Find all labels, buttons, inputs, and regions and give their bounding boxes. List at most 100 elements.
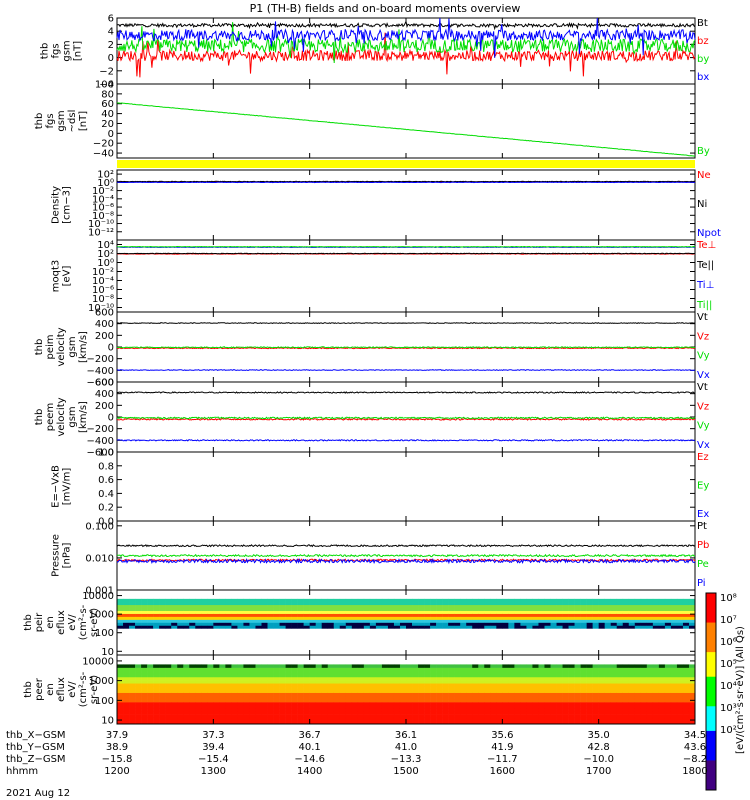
spectrogram-cell bbox=[285, 676, 292, 681]
spectrogram-cell bbox=[436, 610, 443, 614]
spectrogram-cell bbox=[652, 692, 660, 697]
spectrogram-cell bbox=[496, 686, 503, 690]
spectrogram-cell bbox=[249, 616, 256, 620]
spectrogram-cell bbox=[532, 720, 539, 725]
spectrogram-cell bbox=[153, 692, 160, 697]
spectrogram-cell bbox=[682, 717, 690, 722]
spectrogram-cell bbox=[141, 683, 148, 687]
spectrogram-cell bbox=[568, 711, 575, 715]
spectrogram-cell bbox=[399, 673, 407, 678]
spectrogram-cell bbox=[418, 720, 425, 725]
spectrogram-cell bbox=[225, 613, 232, 617]
spectrogram-cell bbox=[243, 689, 250, 693]
spectrogram-cell bbox=[159, 714, 166, 719]
spectrogram-cell bbox=[610, 613, 618, 617]
spectrogram-cell bbox=[147, 619, 154, 623]
spectrogram-cell bbox=[418, 711, 425, 715]
spectrogram-cell bbox=[189, 714, 196, 719]
spectrogram-cell bbox=[418, 664, 425, 668]
spectrogram-cell bbox=[652, 670, 660, 675]
colorbar-cell bbox=[706, 716, 716, 722]
spectrogram-cell bbox=[159, 686, 166, 690]
spectrogram-cell bbox=[393, 708, 401, 712]
spectrogram-cell bbox=[496, 619, 503, 623]
spectrogram-cell bbox=[135, 670, 142, 675]
spectrogram-cell bbox=[393, 686, 401, 690]
spectrogram-cell bbox=[598, 711, 605, 715]
spectrogram-cell bbox=[646, 689, 654, 693]
spectrogram-cell bbox=[688, 598, 696, 603]
spectrogram-cell bbox=[676, 676, 684, 681]
spectrogram-cell bbox=[333, 664, 341, 668]
spectrogram-cell bbox=[652, 667, 660, 671]
spectrogram-cell bbox=[688, 619, 696, 623]
spectrogram-cell bbox=[682, 714, 690, 719]
spectrogram-cell bbox=[219, 705, 226, 709]
spectrogram-cell bbox=[129, 667, 136, 671]
spectrogram-cell bbox=[592, 598, 599, 603]
spectrogram-cell bbox=[418, 676, 425, 681]
spectrogram-cell bbox=[321, 680, 329, 684]
spectrogram-cell bbox=[189, 616, 196, 620]
spectrogram-cell bbox=[532, 664, 539, 668]
spectrogram-cell bbox=[279, 698, 286, 703]
spectrogram-cell bbox=[333, 720, 341, 725]
spectrogram-cell bbox=[129, 689, 136, 693]
spectrogram-cell bbox=[177, 625, 184, 629]
spectrogram-cell bbox=[670, 676, 678, 681]
y-tick-label: 0.100 bbox=[85, 521, 114, 532]
spectrogram-cell bbox=[339, 598, 347, 603]
spectrogram-cell bbox=[375, 689, 383, 693]
spectrogram-cell bbox=[387, 607, 395, 611]
spectrogram-cell bbox=[219, 720, 226, 725]
spectrogram-cell bbox=[652, 613, 660, 617]
spectrogram-cell bbox=[616, 670, 624, 675]
spectrogram-cell bbox=[688, 676, 696, 681]
spectrogram-cell bbox=[309, 695, 316, 700]
spectrogram-cell bbox=[406, 689, 413, 693]
spectrogram-cell bbox=[538, 702, 545, 706]
spectrogram-cell bbox=[291, 708, 298, 712]
spectrogram-cell bbox=[339, 698, 347, 703]
spectrogram-cell bbox=[297, 705, 304, 709]
spectrogram-cell bbox=[153, 695, 160, 700]
spectrogram-cell bbox=[201, 711, 208, 715]
spectrogram-cell bbox=[424, 717, 431, 722]
spectrogram-cell bbox=[183, 625, 190, 629]
spectrogram-cell bbox=[568, 705, 575, 709]
panel-frame bbox=[116, 17, 696, 85]
spectrogram-cell bbox=[460, 720, 467, 725]
spectrogram-cell bbox=[141, 702, 148, 706]
spectrogram-cell bbox=[616, 673, 624, 678]
spectrogram-cell bbox=[490, 686, 497, 690]
spectrogram-cell bbox=[225, 607, 232, 611]
spectrogram-cell bbox=[418, 667, 425, 671]
spectrogram-cell bbox=[586, 683, 593, 687]
spectrogram-cell bbox=[454, 698, 461, 703]
spectrogram-cell bbox=[640, 604, 648, 609]
legend-Vz: Vz bbox=[697, 331, 709, 342]
spectrogram-cell bbox=[357, 622, 365, 626]
spectrogram-cell bbox=[399, 717, 407, 722]
spectrogram-cell bbox=[502, 613, 509, 617]
spectrogram-cell bbox=[418, 613, 425, 617]
spectrogram-cell bbox=[327, 601, 335, 606]
spectrogram-cell bbox=[628, 601, 636, 606]
spectrogram-cell bbox=[171, 616, 178, 620]
spectrogram-cell bbox=[243, 714, 250, 719]
spectrogram-cell bbox=[309, 670, 316, 675]
spectrogram-cell bbox=[225, 610, 232, 614]
spectrogram-cell bbox=[219, 717, 226, 722]
spectrogram-cell bbox=[195, 689, 202, 693]
spectrogram-cell bbox=[418, 683, 425, 687]
spectrogram-cell bbox=[147, 604, 154, 609]
spectrogram-cell bbox=[279, 683, 286, 687]
spectrogram-cell bbox=[454, 695, 461, 700]
spectrogram-cell bbox=[568, 692, 575, 697]
spectrogram-cell bbox=[267, 720, 274, 725]
spectrogram-cell bbox=[345, 683, 353, 687]
spectrogram-cell bbox=[291, 695, 298, 700]
spectrogram-cell bbox=[688, 604, 696, 609]
spectrogram-cell bbox=[430, 708, 437, 712]
spectrogram-cell bbox=[303, 695, 310, 700]
